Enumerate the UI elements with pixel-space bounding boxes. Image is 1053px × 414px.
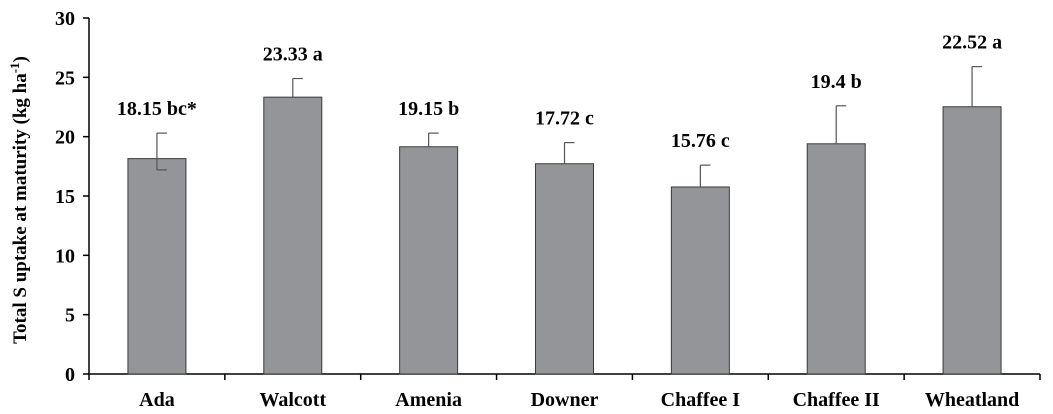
bar [806,143,866,375]
y-axis-title-suffix: ) [10,56,31,62]
y-tick-label: 25 [55,67,75,89]
y-tick-label: 10 [55,245,75,267]
data-label: 22.52 a [942,32,1002,54]
x-category-label: Wheatland [925,389,1019,411]
y-axis-title-main: Total S uptake at maturity (kg ha [10,73,31,344]
data-label: 15.76 c [671,130,730,152]
bar [670,186,730,375]
bar [127,158,187,375]
data-label: 18.15 bc* [117,98,197,120]
y-tick-label: 20 [55,127,75,149]
bar [399,146,459,375]
x-category-label: Chaffee I [661,389,741,411]
data-label: 19.4 b [811,71,862,93]
y-tick-label: 15 [55,186,75,208]
x-category-label: Downer [531,389,599,411]
y-tick-label: 30 [55,8,75,30]
data-label: 23.33 a [263,44,323,66]
y-axis-title-superscript: -1 [7,62,22,73]
data-label: 17.72 c [535,108,594,130]
x-category-label: Amenia [395,389,462,411]
y-tick-label: 0 [65,364,75,386]
bar [942,106,1002,375]
data-label: 19.15 b [398,98,459,120]
y-axis-title: Total S uptake at maturity (kg ha-1) [7,56,31,344]
x-category-label: Ada [139,389,175,411]
bar [263,96,323,375]
x-category-label: Walcott [259,389,326,411]
bar [535,163,594,375]
x-category-label: Chaffee II [793,389,880,411]
y-tick-label: 5 [65,305,75,327]
plot-area: 0 5 10 15 20 25 30 18.15 bc* Ada 23.33 a Walcott 19… [55,8,1041,411]
